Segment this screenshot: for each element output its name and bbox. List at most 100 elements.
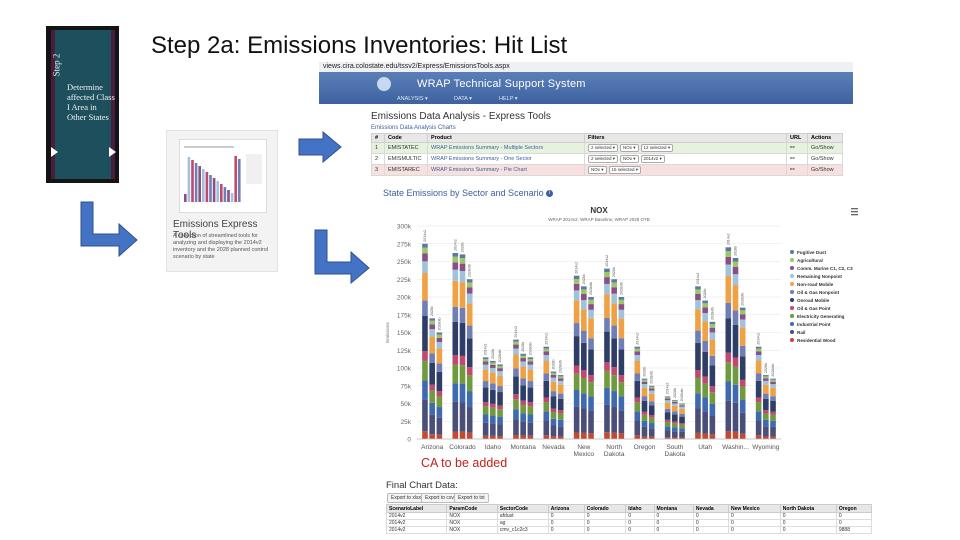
link-icon[interactable]: ⚯ — [786, 153, 808, 165]
final-col-header[interactable]: Colorado — [583, 504, 627, 513]
bar-segment — [527, 406, 534, 415]
bar-segment — [588, 338, 594, 350]
bar-segment — [466, 303, 473, 326]
thumbnail-bar — [238, 159, 241, 202]
bar-segment — [739, 319, 746, 328]
bar-segment — [482, 358, 489, 362]
bar-segment — [739, 307, 746, 311]
bar-segment — [466, 375, 473, 392]
bar-segment — [648, 415, 655, 418]
filter-select[interactable]: NOx ▾ — [588, 166, 607, 174]
legend-entry: Remaining Nonpoint — [797, 274, 842, 279]
row-code: EMISTAREC — [384, 164, 428, 176]
y-tick-label: 275k — [397, 241, 412, 248]
bar-data-label: 2014v2 — [757, 333, 761, 345]
page-subheading[interactable]: Emissions Data Analysis Charts — [371, 125, 456, 131]
bar-segment — [482, 435, 489, 439]
bar-segment — [490, 403, 496, 408]
bar-segment — [770, 396, 776, 401]
bar-segment — [664, 398, 671, 401]
legend-swatch — [790, 298, 794, 302]
bar-segment — [482, 357, 489, 359]
final-col-header[interactable]: ParamCode — [446, 504, 498, 513]
y-tick-label: 300k — [397, 224, 412, 231]
bar-segment — [755, 351, 762, 356]
bar-segment — [604, 272, 610, 278]
bar-segment — [581, 300, 587, 310]
export-csv-button[interactable]: Export to csv — [421, 493, 458, 503]
filter-select[interactable]: 12 selected ▾ — [640, 144, 674, 152]
bar-segment — [436, 391, 443, 397]
menu-data[interactable]: DATA ▾ — [454, 96, 472, 102]
bar-segment — [466, 407, 473, 433]
final-col-header[interactable]: ScenarioLabel — [385, 504, 448, 513]
info-icon[interactable]: i — [546, 190, 554, 198]
filter-select[interactable]: 2 selected ▾ — [588, 155, 619, 163]
bar-data-label: 2028otb — [680, 389, 684, 402]
menu-analysis[interactable]: ANALYSIS ▾ — [397, 96, 428, 102]
final-col-header[interactable]: North Dakota — [779, 504, 837, 513]
bar-segment — [527, 361, 534, 365]
filter-select[interactable]: 2 selected ▾ — [588, 144, 619, 152]
bar-data-label: 2028b — [764, 363, 768, 373]
bar-segment — [732, 285, 739, 311]
bar-segment — [459, 402, 466, 432]
menu-help[interactable]: HELP ▾ — [499, 96, 518, 102]
bar-segment — [581, 293, 587, 301]
bar-segment — [513, 435, 519, 439]
x-tick-label: North — [606, 444, 622, 451]
go-show-button[interactable]: Go/Show — [807, 142, 843, 154]
bar-segment — [709, 434, 716, 439]
bar-segment — [557, 419, 564, 427]
url-bar[interactable]: views.cira.colostate.edu/tssv2/Express/E… — [319, 62, 853, 72]
bar-segment — [520, 400, 526, 405]
export-xlsx-button[interactable]: Export to xlsx — [387, 493, 426, 503]
final-col-header[interactable]: Montana — [653, 504, 694, 513]
link-icon[interactable]: ⚯ — [786, 142, 808, 154]
bar-segment — [543, 355, 550, 361]
bar-segment — [664, 412, 671, 420]
final-col-header[interactable]: Nevada — [692, 504, 730, 513]
final-col-header[interactable]: New Mexico — [728, 504, 781, 513]
filter-select[interactable]: 15 selected ▾ — [608, 166, 642, 174]
bar-segment — [429, 329, 435, 337]
bar-segment — [664, 430, 671, 438]
thumbnail-bar — [191, 160, 194, 202]
link-icon[interactable]: ⚯ — [786, 164, 808, 176]
filter-select[interactable]: NOx ▾ — [620, 144, 639, 152]
final-col-header[interactable]: SectorCode — [496, 504, 549, 513]
bar-segment — [695, 293, 701, 301]
bar-segment — [527, 357, 534, 359]
bar-segment — [466, 432, 473, 439]
tools-table: # Code Product Filters URL Actions 1 EMI… — [371, 133, 843, 176]
export-txt-button[interactable]: Export to txt — [454, 493, 489, 503]
bar-segment — [466, 279, 473, 283]
row-code: EMISMULTIC — [384, 153, 428, 165]
filter-select[interactable]: 2014v2 ▾ — [640, 155, 665, 163]
bar-segment — [648, 436, 655, 439]
bar-data-label: 2014v2 — [423, 230, 427, 242]
bar-segment — [550, 371, 557, 373]
go-show-button[interactable]: Go/Show — [807, 164, 843, 176]
final-col-header[interactable]: Arizona — [547, 504, 585, 513]
bar-segment — [732, 384, 739, 403]
final-col-header[interactable]: Oregon — [835, 504, 873, 513]
bar-segment — [763, 410, 769, 414]
page-heading: Emissions Data Analysis - Express Tools — [371, 111, 551, 122]
bar-segment — [755, 411, 762, 421]
bar-segment — [755, 397, 762, 403]
bar-segment — [550, 377, 557, 382]
filter-select[interactable]: NOx ▾ — [620, 155, 639, 163]
bar-segment — [611, 432, 617, 439]
bar-segment — [634, 346, 641, 349]
final-col-header[interactable]: Idaho — [625, 504, 655, 513]
hamburger-icon[interactable] — [851, 208, 858, 216]
express-tools-thumbnail[interactable]: Emissions Express Tools A collection of … — [166, 130, 278, 272]
bar-segment — [422, 360, 428, 381]
bar-segment — [497, 392, 503, 406]
bar-segment — [588, 309, 594, 319]
bar-segment — [672, 400, 678, 402]
thumbnail-title: Emissions Express Tools — [173, 219, 258, 241]
thumbnail-bar — [205, 172, 209, 202]
go-show-button[interactable]: Go/Show — [807, 153, 843, 165]
